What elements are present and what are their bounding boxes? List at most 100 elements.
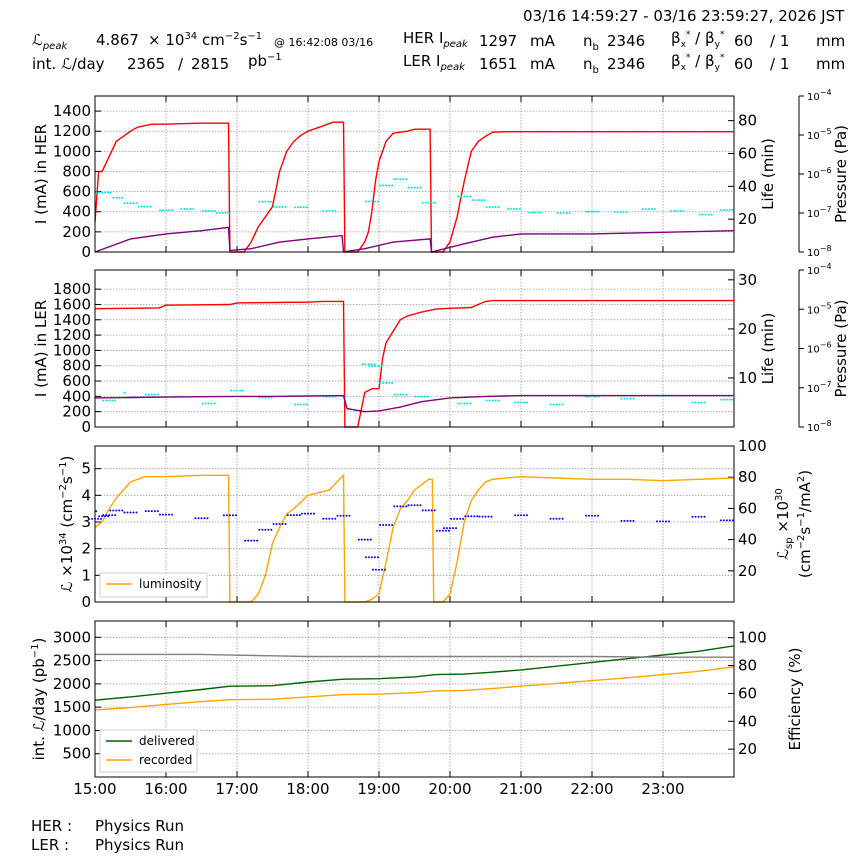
specific-point <box>129 511 132 514</box>
specific-point <box>360 538 363 541</box>
y-tick-label: 400 <box>62 203 91 221</box>
legend-luminosity-label: luminosity <box>139 577 201 591</box>
lifetime-point <box>111 399 114 402</box>
specific-point <box>121 509 124 512</box>
specific-point <box>552 517 555 520</box>
lifetime-point <box>725 398 728 401</box>
lifetime-point <box>460 402 463 405</box>
y-axis-label: ℒ ×1034 (cm−2s−1) <box>58 456 76 593</box>
y-tick-label: 1500 <box>53 698 91 716</box>
lifetime-point <box>565 211 568 214</box>
lifetime-point <box>396 393 399 396</box>
lifetime-point <box>221 211 224 214</box>
specific-point <box>200 517 203 520</box>
lifetime-point <box>305 403 308 406</box>
lifetime-point <box>296 403 299 406</box>
pressure-tick-label: 10−6 <box>807 166 832 181</box>
specific-point <box>147 510 150 513</box>
specific-point <box>662 520 664 523</box>
specific-point <box>453 517 456 520</box>
her-peak-sub: peak <box>443 39 468 50</box>
lifetime-point <box>227 211 230 214</box>
lifetime-point <box>469 195 472 198</box>
y-axis-label-part: −2 <box>58 484 69 499</box>
y2-axis-label-part: ℒ <box>774 549 792 560</box>
specific-point <box>325 517 328 520</box>
specific-point <box>363 538 366 541</box>
lifetime-point <box>370 363 373 366</box>
lifetime-point <box>555 403 558 406</box>
lifetime-point <box>491 399 494 402</box>
lifetime-point <box>377 365 380 368</box>
specific-point <box>384 568 386 571</box>
lifetime-point <box>385 381 388 384</box>
lifetime-point <box>556 211 559 214</box>
specific-point <box>421 509 424 512</box>
lifetime-point <box>296 206 299 209</box>
lifetime-point <box>270 200 273 203</box>
x-tick-label: 22:00 <box>570 780 613 798</box>
pressure-tick-exp: −6 <box>820 341 832 350</box>
y-axis-label: int. ℒ/day (pb−1) <box>30 638 48 761</box>
ler-beta-y-value: / 1 <box>770 55 790 73</box>
specific-point <box>168 513 170 516</box>
lifetime-point <box>224 211 227 214</box>
specific-point <box>88 517 90 520</box>
specific-point <box>419 504 422 507</box>
ler-beta-x-value: 60 <box>734 55 754 73</box>
lifetime-point <box>396 178 399 181</box>
lifetime-point <box>104 191 107 194</box>
integrated-luminosity-label: int. ℒ/day <box>32 55 105 73</box>
lifetime-point <box>552 403 555 406</box>
y-axis-label-exp: 34 <box>58 532 69 545</box>
pressure-tick-label: 10−8 <box>807 419 832 434</box>
lifetime-point <box>201 402 204 405</box>
specific-point <box>385 524 388 526</box>
lifetime-point <box>653 207 656 210</box>
specific-point <box>267 528 270 531</box>
y2-tick-label: 20 <box>738 210 757 228</box>
specific-point <box>476 515 479 518</box>
y-tick-label: 2 <box>81 540 91 558</box>
specific-point <box>228 514 231 517</box>
specific-point <box>668 520 670 523</box>
panel-frame <box>94 445 735 603</box>
lifetime-point <box>302 206 305 209</box>
specific-point <box>281 523 284 525</box>
lifetime-point <box>585 210 587 213</box>
ler-peak-label: LER Ipeak <box>403 52 465 73</box>
lifetime-point <box>293 403 296 406</box>
specific-point <box>594 514 596 517</box>
lifetime-point <box>159 209 161 212</box>
specific-point <box>444 529 447 532</box>
specific-point <box>731 519 734 522</box>
lifetime-point <box>474 199 477 202</box>
specific-point <box>132 511 135 514</box>
integrated-separator: / <box>178 55 184 73</box>
y2-axis-label-part: 30 <box>774 488 785 501</box>
lifetime-point <box>101 191 104 194</box>
lifetime-point <box>619 210 622 213</box>
lifetime-point <box>725 208 728 211</box>
lifetime-point <box>278 206 281 209</box>
lifetime-point <box>559 211 562 214</box>
pressure-axis-label: Pressure (Pa) <box>832 125 850 223</box>
lifetime-point <box>393 178 396 181</box>
specific-point <box>313 512 315 515</box>
lifetime-point <box>112 196 115 199</box>
specific-point <box>424 509 427 512</box>
lifetime-point <box>594 210 596 213</box>
specific-point <box>206 517 209 520</box>
lifetime-point <box>402 393 405 396</box>
lifetime-point <box>731 208 734 211</box>
lifetime-point <box>123 202 126 205</box>
integrated-unit: pb−1 <box>248 52 282 70</box>
lifetime-point <box>416 186 419 189</box>
specific-point <box>102 514 105 517</box>
panel-frame <box>94 269 735 428</box>
her-status-value: Physics Run <box>95 817 185 835</box>
lifetime-point <box>497 399 500 402</box>
specific-point <box>298 514 301 517</box>
lifetime-point <box>531 211 534 214</box>
y-axis-label: I (mA) in LER <box>32 300 50 397</box>
